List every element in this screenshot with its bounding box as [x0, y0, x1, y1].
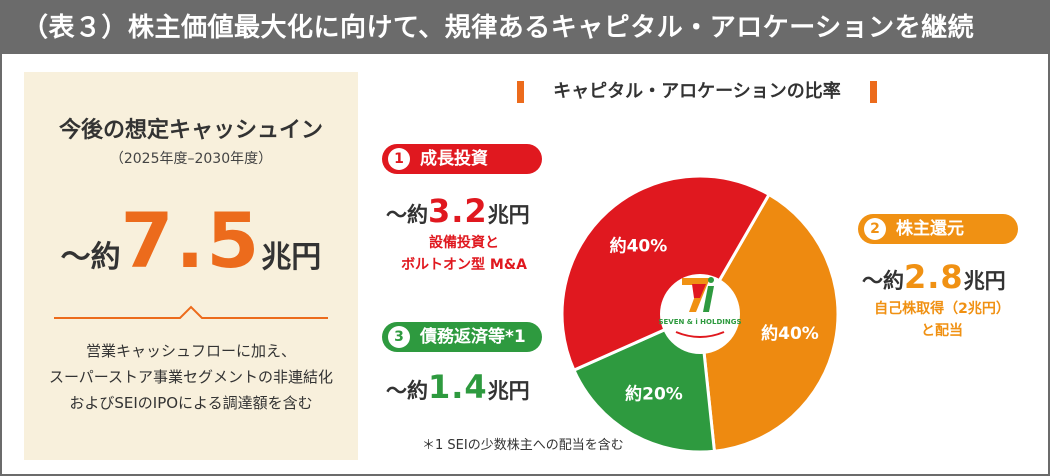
logo-text: SEVEN & i HOLDINGS — [658, 318, 741, 326]
cash-in-note: 営業キャッシュフローに加え、 スーパーストア事業セグメントの非連結化 およびSE… — [24, 338, 358, 416]
amount-prefix: 〜約 — [862, 269, 904, 293]
number-badge: 3 — [388, 326, 410, 348]
cash-in-panel: 今後の想定キャッシュイン （2025年度–2030年度） 〜約7.5兆円 営業キ… — [24, 72, 358, 460]
number-badge: 2 — [864, 218, 886, 240]
chart-title: キャピタル・アロケーションの比率 — [517, 79, 877, 105]
seven-and-i-logo: SEVEN & i HOLDINGS — [658, 277, 742, 338]
title-bar-right — [870, 81, 877, 103]
amount-prefix: 〜約 — [386, 379, 428, 403]
cash-in-note-line: 営業キャッシュフローに加え、 — [85, 342, 296, 360]
callout-divider — [54, 305, 328, 319]
chart-title-text: キャピタル・アロケーションの比率 — [553, 81, 841, 102]
category-amount-growth: 〜約3.2兆円 — [386, 192, 530, 230]
category-amount-debt: 〜約1.4兆円 — [386, 368, 530, 406]
amount-unit: 兆円 — [487, 379, 530, 403]
pie-slice-label: 約40% — [761, 323, 819, 344]
cash-in-note-line: スーパーストア事業セグメントの非連結化 — [48, 368, 334, 386]
amount-value: 3.2 — [428, 192, 488, 230]
amount-value: 2.8 — [904, 258, 964, 296]
category-amount-return: 〜約2.8兆円 — [862, 258, 1006, 296]
category-pill-return: 2 株主還元 — [858, 214, 1018, 244]
amount-prefix: 〜約 — [386, 203, 428, 227]
amount-unit: 兆円 — [487, 203, 530, 227]
cash-in-amount: 〜約7.5兆円 — [24, 196, 358, 285]
cash-in-note-line: およびSEIのIPOによる調達額を含む — [69, 394, 313, 412]
cash-in-amount-value: 7.5 — [120, 196, 262, 285]
desc-line: 自己株取得（2兆円） — [874, 301, 1010, 317]
category-desc-return: 自己株取得（2兆円） と配当 — [858, 298, 1026, 342]
footnote: ＊1 SEIの少数株主への配当を含む — [422, 438, 624, 453]
cash-in-period: （2025年度–2030年度） — [109, 151, 273, 167]
allocation-pie-chart: 約40% 約20% 約40% SEVEN & i HOLDINGS — [560, 174, 840, 454]
pie-slice-1 — [560, 174, 772, 373]
category-pill-growth: 1 成長投資 — [382, 144, 542, 174]
cash-in-title: 今後の想定キャッシュイン — [58, 118, 323, 143]
desc-line: 設備投資と — [429, 235, 499, 251]
desc-line: ボルトオン型 M&A — [401, 257, 527, 273]
category-label: 成長投資 — [420, 149, 488, 169]
number-badge: 1 — [388, 148, 410, 170]
category-label: 債務返済等*1 — [420, 327, 526, 347]
category-desc-growth: 設備投資と ボルトオン型 M&A — [384, 232, 544, 276]
desc-line: と配当 — [921, 323, 963, 339]
figure-header: （表３）株主価値最大化に向けて、規律あるキャピタル・アロケーションを継続 — [2, 2, 1048, 54]
pie-slice-3 — [571, 311, 717, 454]
title-bar-left — [517, 81, 524, 103]
amount-value: 1.4 — [428, 368, 488, 406]
amount-unit: 兆円 — [963, 269, 1006, 293]
category-label: 株主還元 — [896, 219, 964, 239]
category-pill-debt: 3 債務返済等*1 — [382, 322, 542, 352]
pie-slice-label: 約20% — [625, 384, 683, 405]
cash-in-amount-prefix: 〜約 — [60, 240, 121, 275]
pie-slice-label: 約40% — [610, 236, 668, 257]
pie-slice-2 — [698, 192, 840, 453]
cash-in-amount-unit: 兆円 — [261, 240, 322, 275]
